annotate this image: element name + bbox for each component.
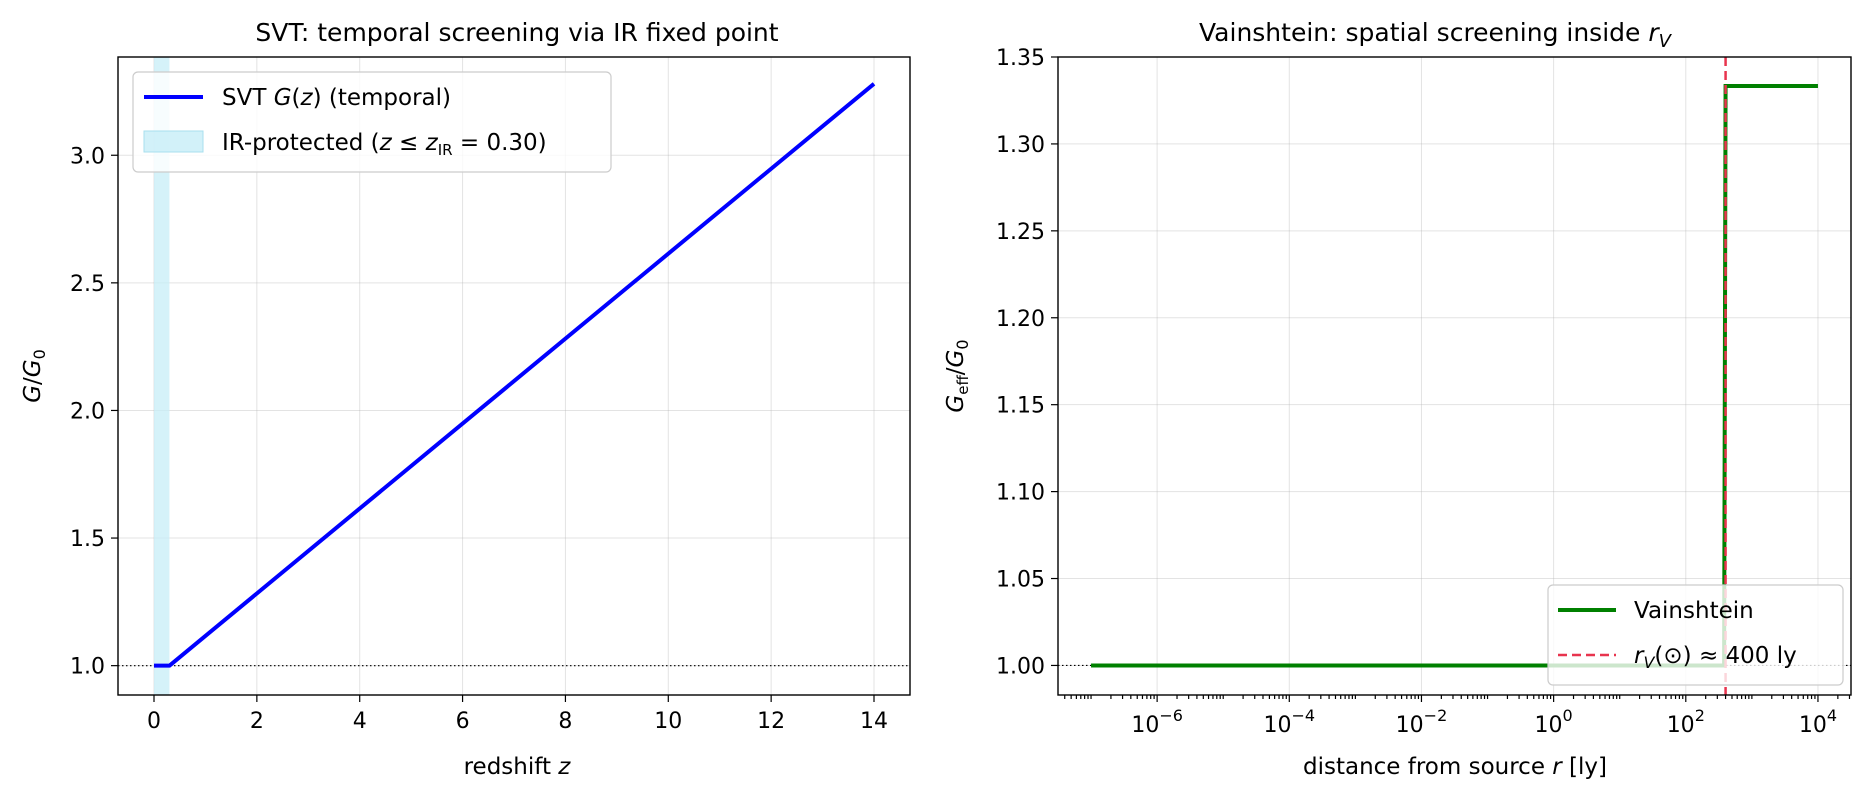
left-x-tick-label: 0 (147, 709, 161, 734)
left-y-tick-label: 2.5 (70, 272, 105, 297)
right-axes-frame (1057, 56, 1852, 696)
left-y-tick-label: 2.0 (70, 399, 105, 424)
right-x-tick-label: 102 (1667, 706, 1705, 738)
right-legend: Vainshtein rV(⊙) ≈ 400 ly (1547, 584, 1844, 686)
right-x-axis-label: distance from source r [ly] (1303, 754, 1607, 780)
left-axes-frame (117, 56, 911, 696)
left-legend-region-swatch (143, 130, 204, 153)
left-x-tick-label: 6 (456, 709, 470, 734)
right-x-tick-label: 100 (1535, 706, 1573, 738)
right-series-line (1091, 84, 1818, 668)
left-y-tick-label: 1.0 (70, 655, 105, 680)
left-legend-box (132, 71, 612, 173)
right-x-tick-label: 10−4 (1263, 706, 1315, 738)
right-x-ticks: 10−6 10−4 10−2 100 102 104 (1064, 695, 1851, 738)
left-x-tick-label: 4 (353, 709, 367, 734)
left-x-tick-label: 14 (860, 709, 888, 734)
right-x-tick-label: 10−6 (1131, 706, 1183, 738)
left-y-tick-label: 3.0 (70, 144, 105, 169)
left-x-tick-label: 2 (250, 709, 264, 734)
right-y-tick-label: 1.10 (996, 481, 1045, 506)
right-x-tick-label: 10−2 (1396, 706, 1448, 738)
left-ir-protected-region (154, 57, 170, 695)
right-x-tick-label: 104 (1799, 706, 1837, 738)
left-y-axis-label: G/G0 (20, 349, 49, 403)
right-y-tick-label: 1.35 (996, 46, 1045, 71)
left-legend-label-region: IR-protected (z ≤ zIR = 0.30) (222, 130, 547, 159)
right-y-tick-label: 1.15 (996, 394, 1045, 419)
left-x-tick-label: 12 (757, 709, 785, 734)
right-y-tick-label: 1.05 (996, 568, 1045, 593)
left-series (154, 82, 876, 668)
left-ir-region-band (154, 57, 170, 695)
right-chart-title: Vainshtein: spatial screening inside rV (1199, 18, 1673, 52)
left-legend: SVT G(z) (temporal) IR-protected (z ≤ zI… (132, 71, 612, 173)
right-y-tick-label: 1.30 (996, 133, 1045, 158)
right-y-axis-label: Geff/G0 (943, 339, 972, 412)
left-y-ticks: 1.0 1.5 2.0 2.5 3.0 (70, 144, 118, 680)
left-legend-label-series: SVT G(z) (temporal) (222, 85, 451, 111)
right-series (1091, 84, 1818, 668)
left-y-tick-label: 1.5 (70, 527, 105, 552)
left-x-axis-label: redshift z (464, 754, 572, 780)
left-x-ticks: 0 2 4 6 8 10 12 14 (147, 695, 888, 734)
right-legend-label-vline: rV(⊙) ≈ 400 ly (1634, 643, 1797, 672)
right-legend-box (1547, 584, 1844, 686)
right-y-ticks: 1.00 1.05 1.10 1.15 1.20 1.25 1.30 1.35 (996, 46, 1058, 679)
left-x-tick-label: 8 (558, 709, 572, 734)
right-y-tick-label: 1.25 (996, 220, 1045, 245)
left-x-tick-label: 10 (654, 709, 682, 734)
left-chart-title: SVT: temporal screening via IR fixed poi… (255, 18, 778, 47)
right-chart: Vainshtein: spatial screening inside rV … (943, 18, 1852, 780)
right-y-tick-label: 1.00 (996, 654, 1045, 679)
left-series-line (154, 82, 876, 668)
right-y-tick-label: 1.20 (996, 307, 1045, 332)
right-legend-label-series: Vainshtein (1634, 598, 1754, 624)
left-chart: SVT: temporal screening via IR fixed poi… (20, 18, 911, 780)
